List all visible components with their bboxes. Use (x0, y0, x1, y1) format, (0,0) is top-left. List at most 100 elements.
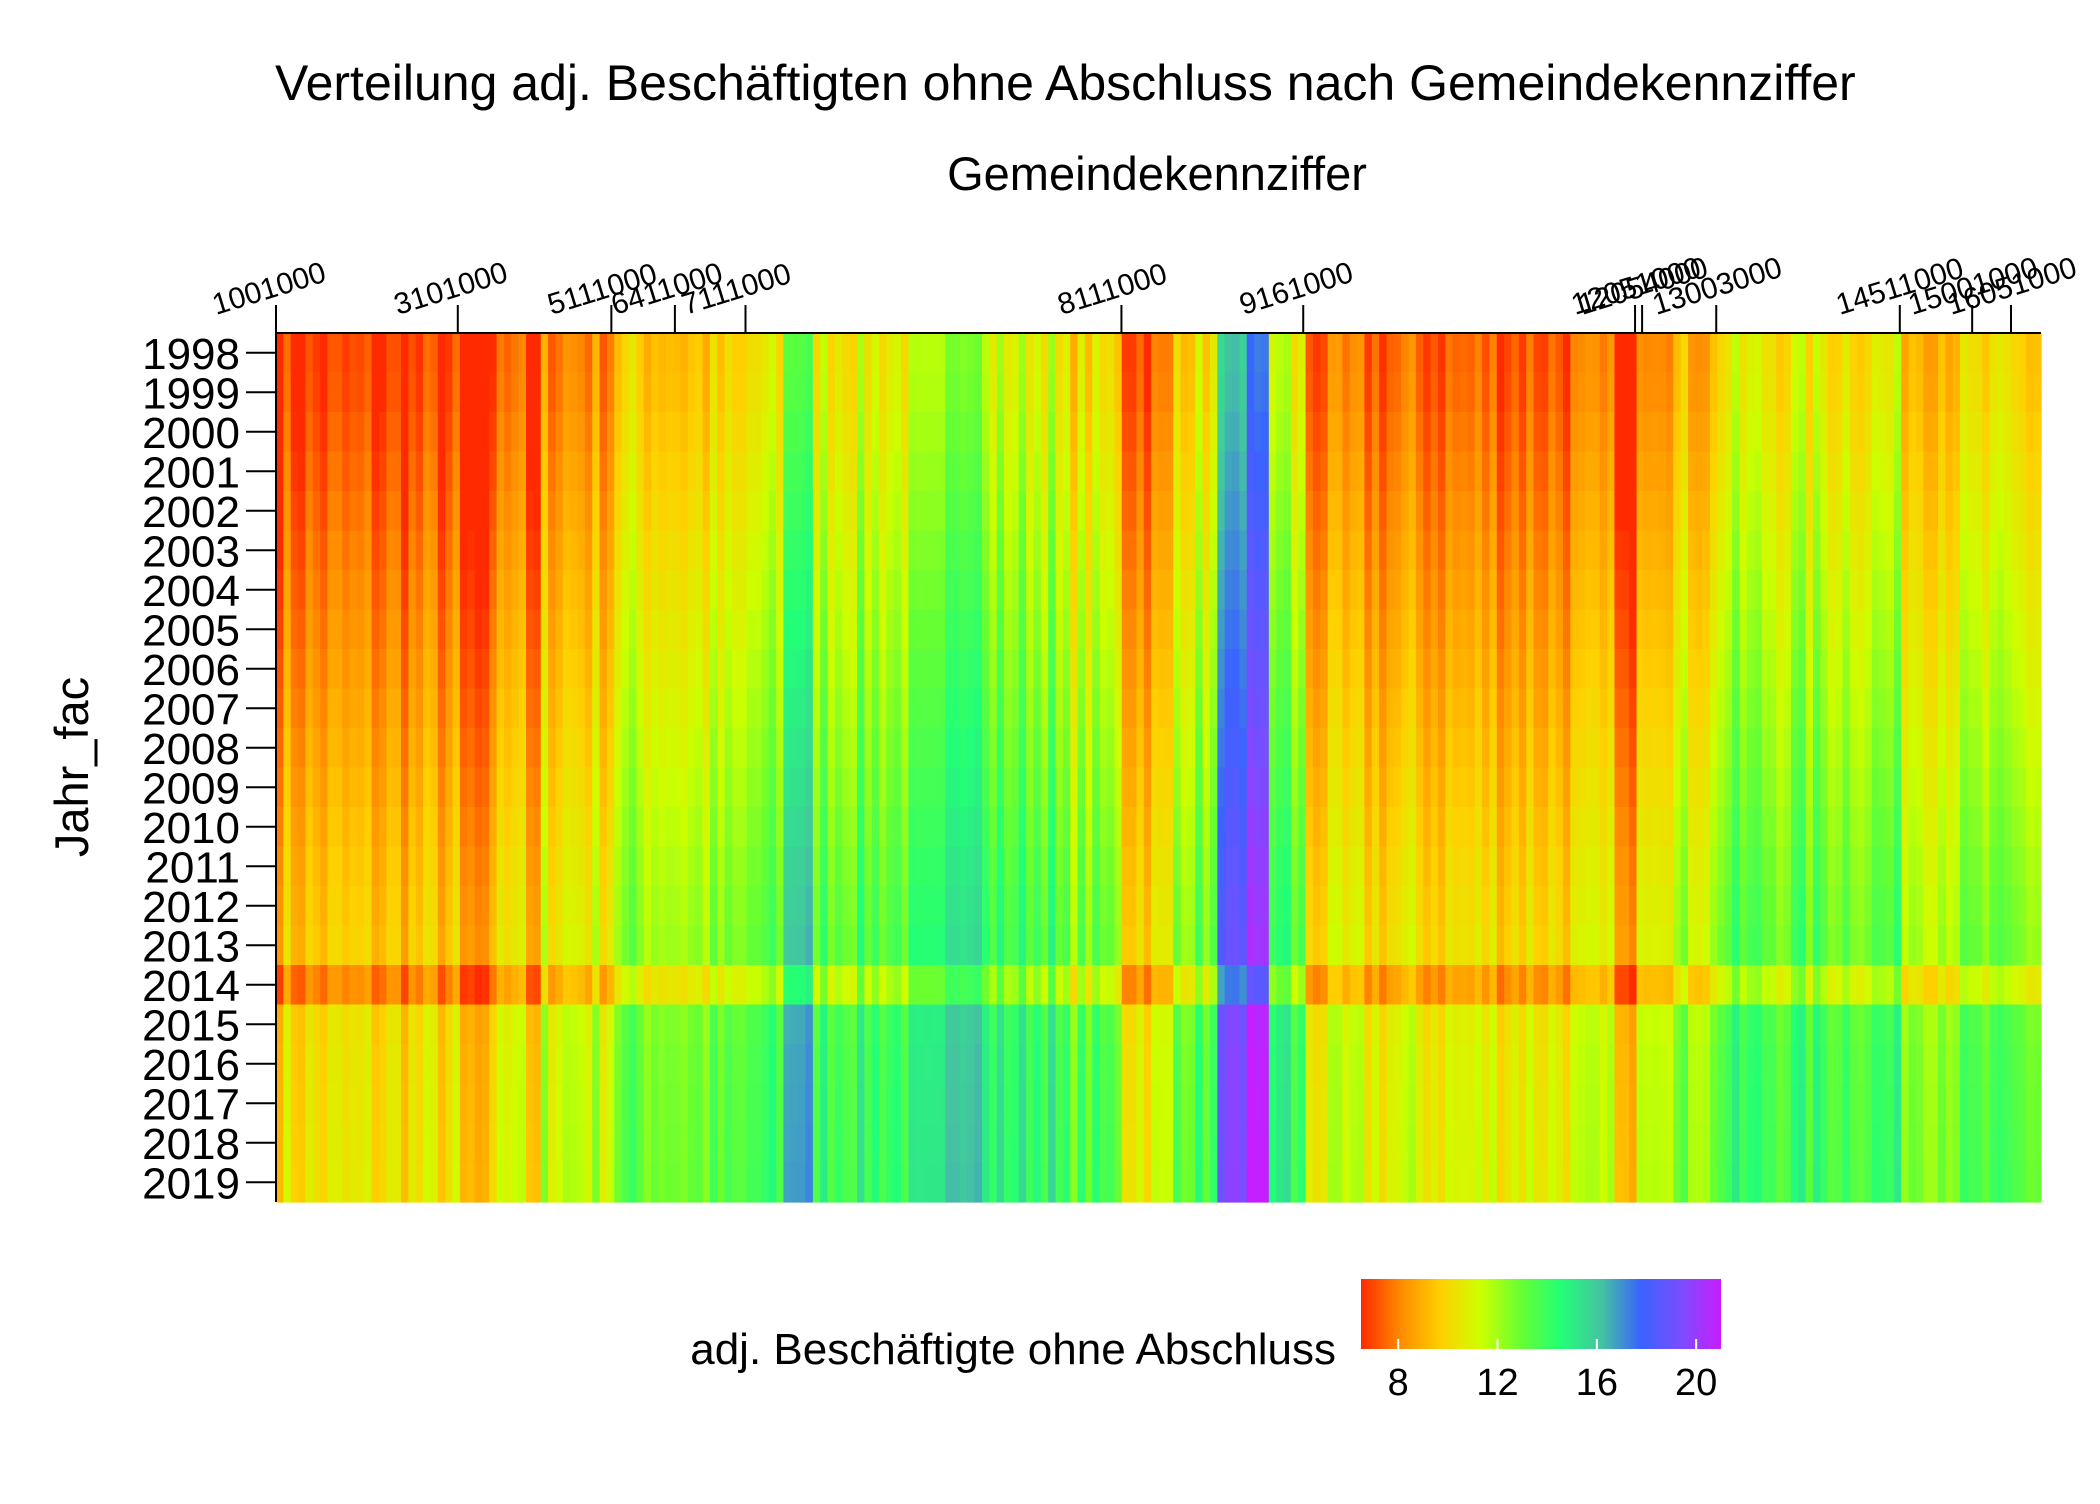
heat-cell (1114, 1123, 1123, 1164)
heat-cell (1982, 570, 1991, 611)
heat-cell (849, 886, 858, 927)
heat-cell (1724, 807, 1733, 848)
heat-cell (320, 1044, 329, 1085)
heat-cell (1702, 333, 1711, 374)
heat-cell (1055, 412, 1064, 453)
heat-cell (1121, 570, 1130, 611)
heat-cell (1209, 728, 1218, 769)
heat-cell (327, 1004, 336, 1045)
heat-cell (283, 767, 292, 808)
heat-cell (879, 530, 887, 571)
heat-cell (511, 807, 520, 848)
heat-cell (1239, 609, 1248, 650)
heat-cell (334, 965, 343, 1006)
heat-cell (526, 846, 534, 887)
heat-cell (952, 846, 961, 887)
heat-cell (1048, 333, 1057, 374)
heat-cell (1879, 807, 1888, 848)
heat-cell (606, 412, 615, 453)
heat-cell (982, 609, 990, 650)
heat-cell (401, 688, 409, 729)
heat-cell (952, 570, 961, 611)
heat-cell (967, 886, 976, 927)
heat-cell (1187, 807, 1196, 848)
heat-cell (1746, 570, 1755, 611)
heat-cell (1070, 767, 1079, 808)
heat-cell (1415, 1004, 1424, 1045)
heat-cell (1173, 807, 1182, 848)
heat-cell (1364, 846, 1373, 887)
heat-cell (1849, 1044, 1858, 1085)
heat-cell (1548, 1083, 1557, 1124)
heat-cell (1290, 1044, 1299, 1085)
heat-cell (518, 846, 527, 887)
heat-cell (1629, 491, 1638, 532)
heat-cell (695, 649, 704, 690)
heat-cell (1864, 688, 1873, 729)
heat-cell (1871, 451, 1880, 492)
heat-cell (1055, 333, 1064, 374)
heat-cell (378, 807, 387, 848)
heat-cell (923, 1083, 932, 1124)
heat-cell (1835, 965, 1844, 1006)
heat-cell (1195, 491, 1204, 532)
heat-cell (1680, 530, 1689, 571)
heat-cell (731, 530, 740, 571)
heat-cell (1437, 767, 1446, 808)
heat-cell (423, 530, 432, 571)
heat-cell (1320, 333, 1329, 374)
heat-cell (327, 1044, 336, 1085)
heat-cell (1202, 925, 1211, 966)
heat-cell (790, 965, 799, 1006)
heat-cell (592, 1004, 601, 1045)
heat-cell (695, 451, 704, 492)
heat-cell (812, 412, 821, 453)
heat-cell (1629, 728, 1638, 769)
heat-cell (1893, 1044, 1902, 1085)
heat-cell (1268, 1004, 1277, 1045)
heat-cell (820, 570, 829, 611)
heat-cell (364, 530, 373, 571)
heat-cell (636, 1123, 645, 1164)
heat-cell (1489, 925, 1498, 966)
heat-cell (1393, 451, 1402, 492)
heat-cell (1974, 333, 1983, 374)
heat-cell (1062, 1044, 1071, 1085)
heat-cell (1504, 649, 1513, 690)
heat-cell (1224, 1044, 1233, 1085)
heat-cell (1592, 649, 1601, 690)
heat-cell (1732, 925, 1741, 966)
heat-cell (312, 846, 321, 887)
heat-cell (1790, 372, 1799, 413)
heat-cell (915, 609, 924, 650)
heat-cell (665, 886, 674, 927)
heat-cell (1415, 412, 1424, 453)
heat-cell (327, 609, 336, 650)
heat-cell (1217, 333, 1226, 374)
heat-cell (651, 886, 660, 927)
heat-cell (1298, 412, 1307, 453)
heat-cell (1967, 372, 1976, 413)
heat-cell (1232, 649, 1240, 690)
heat-cell (1062, 451, 1071, 492)
heat-cell (1386, 1004, 1395, 1045)
heat-cell (1254, 807, 1263, 848)
heat-cell (695, 372, 704, 413)
heat-cell (1901, 728, 1910, 769)
heat-cell (923, 886, 932, 927)
heat-cell (1415, 649, 1424, 690)
heat-cell (812, 886, 821, 927)
heat-cell (430, 333, 439, 374)
heat-cell (1165, 728, 1174, 769)
heat-cell (1592, 1123, 1601, 1164)
heat-cell (1393, 1044, 1402, 1085)
heat-cell (996, 412, 1005, 453)
heat-cell (1430, 886, 1439, 927)
heat-cell (1776, 412, 1785, 453)
heat-cell (1695, 649, 1704, 690)
heat-cell (570, 767, 579, 808)
heat-cell (2004, 846, 2013, 887)
heat-cell (1688, 1083, 1696, 1124)
heat-cell (349, 846, 358, 887)
heat-cell (1783, 925, 1792, 966)
